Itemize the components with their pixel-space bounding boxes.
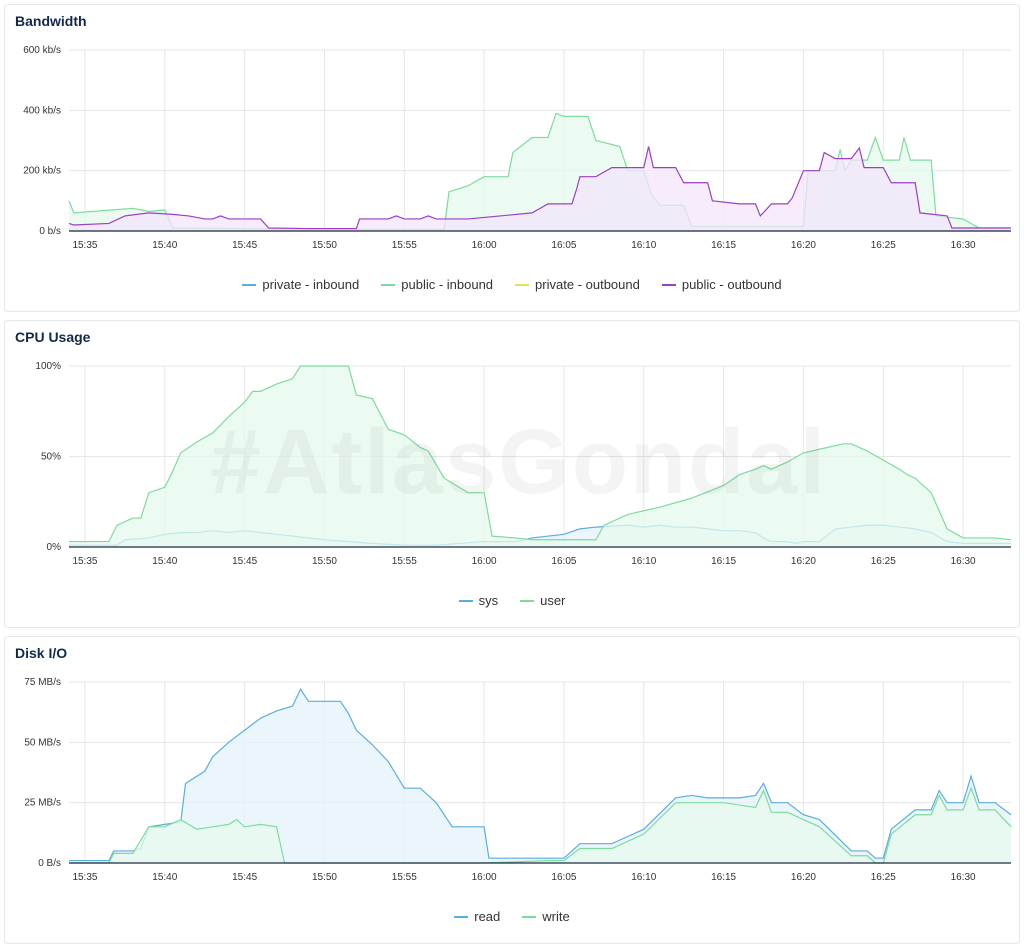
legend-swatch xyxy=(242,283,257,286)
cpu-usage-xtick-label: 15:40 xyxy=(152,556,177,567)
legend-label: public - inbound xyxy=(401,277,494,292)
cpu-usage-user-area xyxy=(69,366,1011,547)
cpu-usage-xtick-label: 16:05 xyxy=(551,556,576,567)
disk-i-o-xtick-label: 16:20 xyxy=(791,872,816,883)
cpu-usage-chart: 0% 50% 100% 15:35 15:40 15:45 15:50 15:55 16:00 1… xyxy=(35,361,1012,567)
legend-swatch xyxy=(458,599,473,602)
legend-swatch xyxy=(381,283,396,286)
cpu-usage-legend: sys user xyxy=(5,593,1019,608)
cpu-usage-xtick-label: 15:45 xyxy=(232,556,257,567)
cpu-usage-ytick-label: 0% xyxy=(47,542,62,553)
bandwidth-title: Bandwidth xyxy=(15,13,87,29)
legend-item-public-outbound[interactable]: public - outbound xyxy=(661,277,782,292)
disk-i-o-xtick-label: 15:40 xyxy=(152,872,177,883)
legend-item-user[interactable]: user xyxy=(520,593,565,608)
bandwidth-xtick-label: 16:15 xyxy=(711,240,736,251)
legend-label: private - inbound xyxy=(262,277,360,292)
disk-i-o-read-line xyxy=(69,688,1012,862)
cpu-usage-user-line xyxy=(69,365,1012,543)
legend-item-read[interactable]: read xyxy=(454,909,500,924)
cpu-usage-xtick-label: 16:25 xyxy=(871,556,896,567)
legend-swatch xyxy=(661,283,676,286)
bandwidth-xtick-label: 16:00 xyxy=(472,240,497,251)
disk-i-o-write-area xyxy=(69,788,1011,863)
bandwidth-public-inbound-area xyxy=(69,113,1011,231)
disk-i-o-xtick-label: 16:30 xyxy=(951,872,976,883)
disk-i-o-write-line xyxy=(69,786,1012,864)
disk-i-o-xtick-label: 16:15 xyxy=(711,872,736,883)
disk-i-o-xtick-label: 16:05 xyxy=(551,872,576,883)
bandwidth-xtick-label: 16:05 xyxy=(551,240,576,251)
legend-item-public-inbound[interactable]: public - inbound xyxy=(381,277,493,292)
bandwidth-xtick-label: 16:25 xyxy=(871,240,896,251)
legend-item-private-inbound[interactable]: private - inbound xyxy=(242,277,359,292)
legend-swatch xyxy=(522,915,537,918)
legend-item-sys[interactable]: sys xyxy=(458,593,499,608)
legend-swatch xyxy=(454,915,469,918)
cpu-usage-panel: CPU Usage 0% 50% 100% 15:35 15:40 15:45 15:50 1… xyxy=(4,320,1020,628)
cpu-usage-xtick-label: 16:10 xyxy=(631,556,656,567)
bandwidth-panel: Bandwidth 0 b/s 200 kb/s 400 kb/s 600 kb/s 1… xyxy=(4,4,1020,312)
legend-label: user xyxy=(540,593,566,608)
legend-item-private-outbound[interactable]: private - outbound xyxy=(515,277,640,292)
bandwidth-ytick-label: 600 kb/s xyxy=(23,45,61,56)
bandwidth-xtick-label: 15:55 xyxy=(392,240,417,251)
legend-label: write xyxy=(542,909,570,924)
bandwidth-xtick-label: 16:30 xyxy=(951,240,976,251)
disk-i-o-ytick-label: 0 B/s xyxy=(38,858,61,869)
bandwidth-public-outbound-line xyxy=(68,146,1011,230)
bandwidth-xtick-label: 16:20 xyxy=(791,240,816,251)
cpu-usage-xtick-label: 16:15 xyxy=(711,556,736,567)
bandwidth-chart: 0 b/s 200 kb/s 400 kb/s 600 kb/s 15:35 15:40 1… xyxy=(23,45,1011,251)
disk-i-o-xtick-label: 16:25 xyxy=(871,872,896,883)
bandwidth-ytick-label: 0 b/s xyxy=(39,226,61,237)
disk-i-o-xtick-label: 15:35 xyxy=(72,872,97,883)
bandwidth-xtick-label: 16:10 xyxy=(631,240,656,251)
disk-i-o-xtick-label: 16:00 xyxy=(472,872,497,883)
disk-i-o-xtick-label: 15:50 xyxy=(312,872,337,883)
cpu-usage-title: CPU Usage xyxy=(15,329,91,345)
legend-swatch xyxy=(520,599,535,602)
bandwidth-public-outbound-area xyxy=(69,146,1011,231)
legend-item-write[interactable]: write xyxy=(522,909,570,924)
cpu-usage-xtick-label: 16:20 xyxy=(791,556,816,567)
bandwidth-legend: private - inbound public - inbound private… xyxy=(5,277,1019,292)
bandwidth-xtick-label: 15:50 xyxy=(312,240,337,251)
disk-io-title: Disk I/O xyxy=(15,645,68,661)
bandwidth-ytick-label: 400 kb/s xyxy=(23,105,61,116)
disk-io-panel: Disk I/O 0 B/s 25 MB/s 50 MB/s 75 MB/s 15:35… xyxy=(4,636,1020,944)
disk-io-legend: read write xyxy=(5,909,1019,924)
disk-io-chart: 0 B/s 25 MB/s 50 MB/s 75 MB/s 15:35 15:40 15:4… xyxy=(24,677,1012,883)
cpu-usage-xtick-label: 15:35 xyxy=(72,556,97,567)
bandwidth-xtick-label: 15:35 xyxy=(72,240,97,251)
bandwidth-xtick-label: 15:40 xyxy=(152,240,177,251)
cpu-usage-xtick-label: 16:00 xyxy=(472,556,497,567)
disk-i-o-ytick-label: 25 MB/s xyxy=(24,798,61,809)
disk-i-o-ytick-label: 75 MB/s xyxy=(24,677,61,688)
cpu-usage-xtick-label: 16:30 xyxy=(951,556,976,567)
cpu-usage-ytick-label: 50% xyxy=(41,452,61,463)
legend-label: read xyxy=(474,909,501,924)
cpu-usage-ytick-label: 100% xyxy=(35,361,61,372)
bandwidth-xtick-label: 15:45 xyxy=(232,240,257,251)
disk-i-o-xtick-label: 15:55 xyxy=(392,872,417,883)
cpu-usage-xtick-label: 15:50 xyxy=(312,556,337,567)
legend-label: sys xyxy=(478,593,499,608)
disk-i-o-xtick-label: 15:45 xyxy=(232,872,257,883)
disk-i-o-ytick-label: 50 MB/s xyxy=(24,737,61,748)
disk-i-o-xtick-label: 16:10 xyxy=(631,872,656,883)
cpu-usage-xtick-label: 15:55 xyxy=(392,556,417,567)
legend-label: public - outbound xyxy=(681,277,782,292)
bandwidth-ytick-label: 200 kb/s xyxy=(23,166,61,177)
legend-swatch xyxy=(515,283,530,286)
legend-label: private - outbound xyxy=(535,277,640,292)
